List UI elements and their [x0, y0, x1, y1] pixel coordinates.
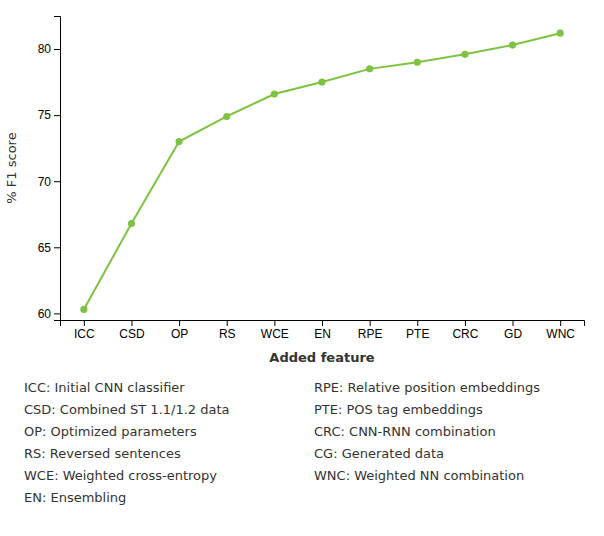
y-tick: 80 — [38, 42, 60, 56]
point — [80, 306, 87, 313]
annotation: OP: Optimized parameters — [24, 424, 197, 439]
y-tick-label: 70 — [38, 175, 52, 189]
x-tick-mark — [370, 320, 371, 326]
x-tick: ICC — [74, 320, 95, 341]
x-tick: RS — [219, 320, 236, 341]
x-tick: GD — [504, 320, 522, 341]
point — [461, 51, 468, 58]
line — [84, 33, 560, 309]
x-tick: CSD — [119, 320, 145, 341]
annotation: RS: Reversed sentences — [24, 446, 181, 461]
y-tick-mark — [54, 181, 60, 182]
y-tick-label: 60 — [38, 307, 52, 321]
x-tick-mark — [322, 320, 323, 326]
annotation: CSD: Combined ST 1.1/1.2 data — [24, 402, 230, 417]
y-axis-title: % F1 score — [4, 132, 19, 203]
x-tick-mark — [560, 320, 561, 326]
x-tick: PTE — [406, 320, 429, 341]
x-axis-title: Added feature — [269, 350, 374, 365]
annotation: WNC: Weighted NN combination — [314, 468, 524, 483]
y-tick-label: 65 — [38, 241, 52, 255]
annotations: ICC: Initial CNN classifier CSD: Combined… — [24, 380, 540, 505]
x-tick-label: EN — [314, 327, 331, 341]
x-tick-label: CRC — [452, 327, 478, 341]
x-tick-label: RPE — [358, 327, 383, 341]
x-tick-label: CSD — [119, 327, 145, 341]
y-tick-label: 75 — [38, 108, 52, 122]
y-axis-line — [54, 17, 61, 321]
x-tick-label: OP — [171, 327, 188, 341]
annotation: WCE: Weighted cross-entropy — [24, 468, 217, 483]
x-tick-mark — [465, 320, 466, 326]
annotation: PTE: POS tag embeddings — [314, 402, 483, 417]
y-tick-mark — [54, 49, 60, 50]
x-tick-mark — [84, 320, 85, 326]
plot-area: 60 65 70 75 80 ICC CSD OP RS WCE EN RPE PTE CRC GD WNC A… — [4, 17, 585, 366]
x-tick-mark — [513, 320, 514, 326]
point — [318, 79, 325, 86]
point — [557, 30, 564, 37]
x-tick-mark — [131, 320, 132, 326]
marks — [80, 30, 563, 313]
x-tick-label: GD — [504, 327, 522, 341]
point — [128, 220, 135, 227]
x-tick-mark — [417, 320, 418, 326]
y-tick: 70 — [38, 175, 60, 189]
chart: 60 65 70 75 80 ICC CSD OP RS WCE EN RPE PTE CRC GD WNC A… — [0, 0, 604, 536]
x-tick-label: RS — [219, 327, 236, 341]
point — [223, 113, 230, 120]
annotation: ICC: Initial CNN classifier — [24, 380, 185, 395]
y-tick-mark — [54, 115, 60, 116]
x-tick-mark — [227, 320, 228, 326]
point — [366, 65, 373, 72]
y-tick: 75 — [38, 108, 60, 122]
y-tick-mark — [54, 247, 60, 248]
y-axis: 60 65 70 75 80 — [38, 17, 61, 321]
point — [509, 42, 516, 49]
y-tick-label: 80 — [38, 42, 52, 56]
x-tick-label: WNC — [546, 327, 575, 341]
y-tick: 65 — [38, 241, 60, 255]
annotation: CRC: CNN-RNN combination — [314, 424, 496, 439]
x-tick: OP — [171, 320, 188, 341]
point — [271, 90, 278, 97]
x-axis-line — [61, 321, 585, 327]
x-tick-label: PTE — [406, 327, 429, 341]
y-tick: 60 — [38, 307, 60, 321]
annotation: EN: Ensembling — [24, 490, 126, 505]
x-tick: RPE — [358, 320, 383, 341]
x-tick-mark — [179, 320, 180, 326]
x-tick-label: WCE — [261, 327, 289, 341]
annotation: CG: Generated data — [314, 446, 444, 461]
point — [176, 138, 183, 145]
x-tick-label: ICC — [74, 327, 95, 341]
x-tick-mark — [274, 320, 275, 326]
x-tick: WCE — [261, 320, 289, 341]
point — [414, 59, 421, 66]
x-tick: WNC — [546, 320, 575, 341]
y-tick-mark — [54, 313, 60, 314]
x-tick: CRC — [452, 320, 478, 341]
x-axis: ICC CSD OP RS WCE EN RPE PTE CRC GD WNC — [61, 320, 585, 341]
annotation: RPE: Relative position embeddings — [314, 380, 540, 395]
x-tick: EN — [314, 320, 331, 341]
